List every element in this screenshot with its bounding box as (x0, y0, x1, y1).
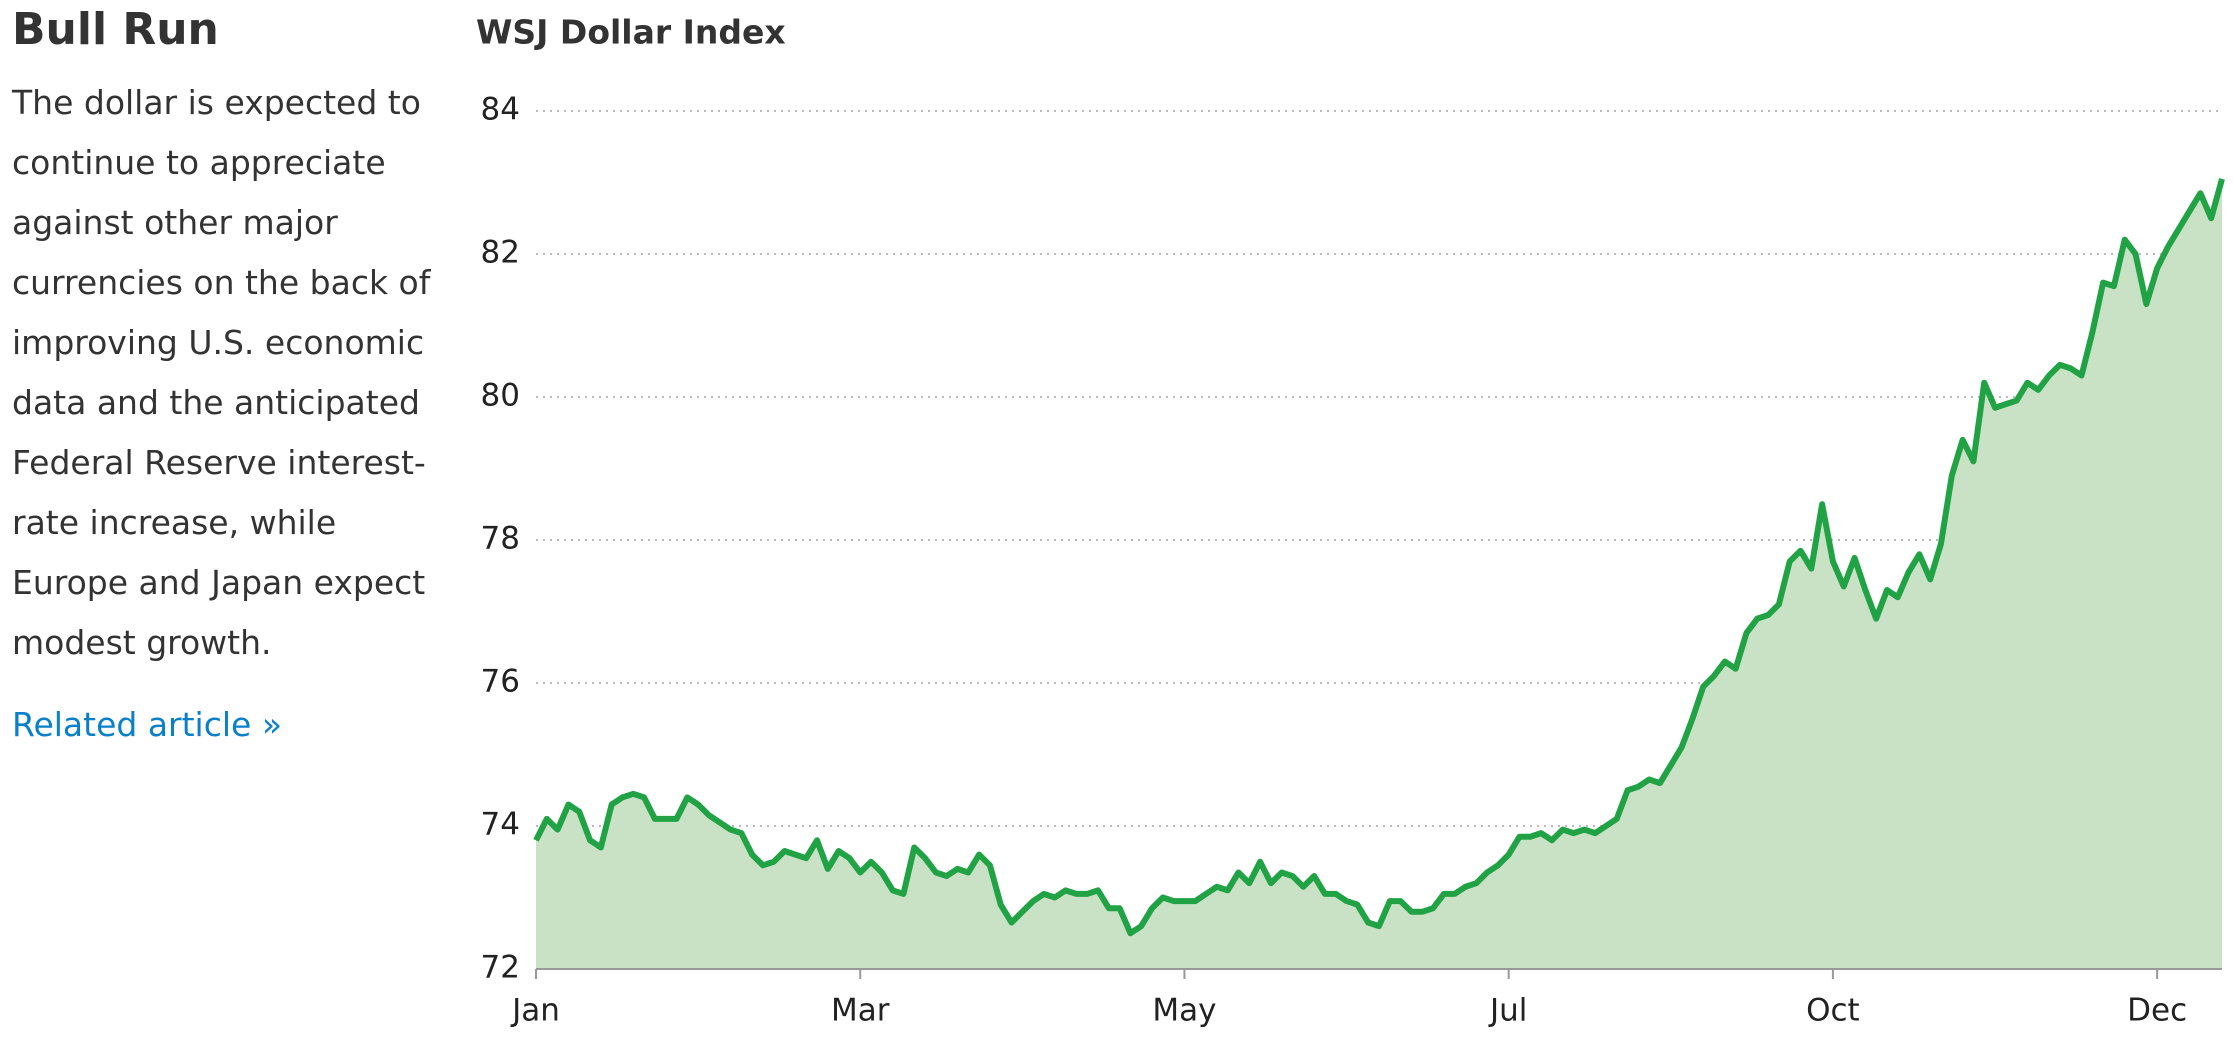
line (533, 178, 2225, 937)
y-tick-label: 82 (481, 235, 520, 271)
x-tick-label: Oct (1806, 993, 1860, 1029)
y-tick-label: 74 (481, 807, 520, 843)
description: The dollar is expected to continue to ap… (12, 83, 431, 662)
chart-title: WSJ Dollar Index (476, 13, 786, 52)
sidebar-title: Bull Run (12, 4, 219, 55)
x-tick-label: Jan (510, 993, 560, 1029)
y-tick-label: 78 (481, 521, 520, 557)
related-link[interactable]: Related article » (12, 705, 283, 744)
x-tick-label: May (1152, 993, 1216, 1029)
sidebar: Bull Run The dollar is expected to conti… (12, 0, 442, 744)
x-tick-label: Dec (2127, 993, 2187, 1029)
area (536, 178, 2222, 969)
y-tick-label: 80 (481, 378, 520, 414)
y-tick-label: 72 (481, 950, 520, 986)
y-tick-label: 84 (481, 92, 520, 128)
y-tick-label: 76 (481, 664, 520, 700)
x-tick-label: Jul (1488, 993, 1527, 1029)
x-tick-label: Mar (831, 993, 890, 1029)
